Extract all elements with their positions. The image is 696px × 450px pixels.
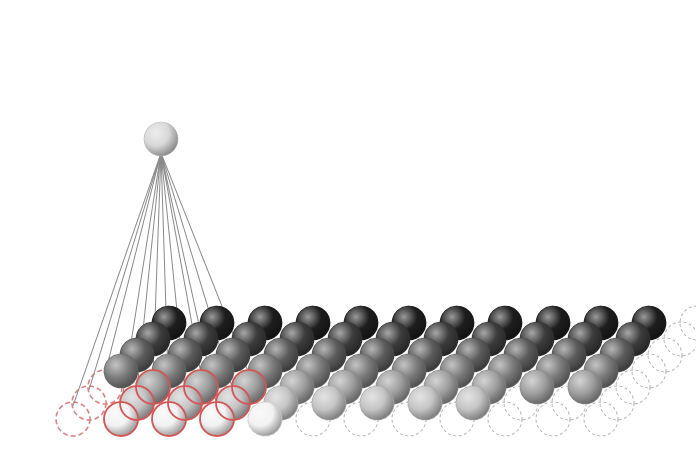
highlight-ring xyxy=(167,385,203,421)
highlight-ring xyxy=(119,385,155,421)
outline-cell xyxy=(583,401,619,437)
outline-cell xyxy=(487,401,523,437)
grid-sphere xyxy=(247,401,283,437)
outline-cell xyxy=(615,369,651,405)
highlighted-outline-cell xyxy=(55,401,91,437)
outline-cell xyxy=(679,305,696,341)
grid-sphere xyxy=(359,385,395,421)
apex-sphere xyxy=(143,121,179,157)
grid-sphere xyxy=(567,369,603,405)
apex-layer xyxy=(143,121,179,157)
outline-cell xyxy=(599,385,635,421)
sphere-layer xyxy=(103,305,667,437)
apex-connection-line xyxy=(72,152,162,407)
grid-sphere xyxy=(103,353,139,389)
apex-connection-line xyxy=(88,152,162,391)
highlighted-outline-cell xyxy=(71,385,107,421)
highlight-ring xyxy=(183,369,219,405)
highlight-ring xyxy=(103,401,139,437)
outline-cell xyxy=(631,353,667,389)
highlight-ring xyxy=(151,401,187,437)
grid-sphere xyxy=(407,385,443,421)
grid-sphere xyxy=(455,385,491,421)
highlight-ring xyxy=(231,369,267,405)
highlight-ring-layer xyxy=(103,369,267,437)
outline-cell xyxy=(663,321,696,357)
highlight-ring xyxy=(199,401,235,437)
highlight-ring xyxy=(135,369,171,405)
grid-sphere xyxy=(311,385,347,421)
outline-cell xyxy=(535,401,571,437)
highlight-ring xyxy=(215,385,251,421)
apex-connection-line xyxy=(104,152,162,375)
grid-sphere xyxy=(519,369,555,405)
outline-cell xyxy=(647,337,683,373)
